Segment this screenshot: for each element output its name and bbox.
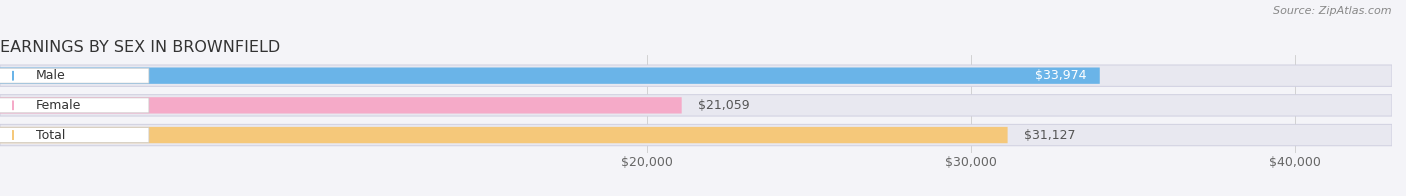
FancyBboxPatch shape: [0, 95, 1392, 116]
Text: Source: ZipAtlas.com: Source: ZipAtlas.com: [1274, 6, 1392, 16]
FancyBboxPatch shape: [0, 65, 1392, 86]
Text: $21,059: $21,059: [697, 99, 749, 112]
Text: Total: Total: [35, 129, 65, 142]
FancyBboxPatch shape: [0, 127, 1008, 143]
Text: Female: Female: [35, 99, 82, 112]
Text: Male: Male: [35, 69, 65, 82]
FancyBboxPatch shape: [0, 97, 682, 113]
FancyBboxPatch shape: [0, 124, 1392, 146]
FancyBboxPatch shape: [0, 68, 149, 83]
Text: $33,974: $33,974: [1035, 69, 1087, 82]
FancyBboxPatch shape: [0, 128, 149, 142]
FancyBboxPatch shape: [0, 98, 149, 113]
Text: $31,127: $31,127: [1024, 129, 1076, 142]
FancyBboxPatch shape: [0, 67, 1099, 84]
Text: EARNINGS BY SEX IN BROWNFIELD: EARNINGS BY SEX IN BROWNFIELD: [0, 40, 280, 55]
